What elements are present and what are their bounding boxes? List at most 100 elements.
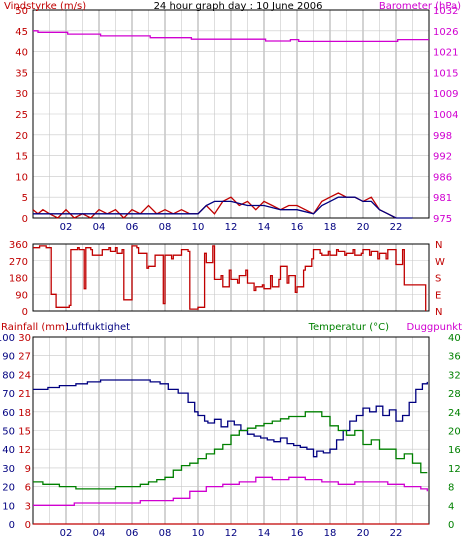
humidity-axis-tick-label: 30 xyxy=(2,464,15,475)
temperature-axis-tick-label: 12 xyxy=(448,464,461,475)
humidity-axis-tick-label: 70 xyxy=(2,389,15,400)
temperature-axis-tick-label: 4 xyxy=(448,501,454,512)
direction-axis-tick-label: 90 xyxy=(15,290,28,301)
direction-axis-tick-label: 270 xyxy=(9,257,28,268)
x-tick-label: 18 xyxy=(324,528,337,539)
x-tick-label: 10 xyxy=(192,528,205,539)
series-wind_direction xyxy=(33,245,427,311)
temperature-axis-tick-label: 16 xyxy=(448,445,461,456)
x-tick-label: 04 xyxy=(93,222,106,233)
direction-axis-tick-label: 360 xyxy=(9,240,28,251)
temperature-axis-tick-label: 36 xyxy=(448,352,461,363)
rain-axis-tick-label: 21 xyxy=(18,389,31,400)
compass-axis-tick-label: N xyxy=(435,307,442,318)
x-tick-label: 20 xyxy=(357,222,370,233)
humidity-axis-tick-label: 90 xyxy=(2,352,15,363)
wind-axis-tick-label: 30 xyxy=(15,89,28,100)
panel-1: Vindstyrke (m/s) 24 hour graph day : 10 J… xyxy=(4,1,461,233)
x-tick-label: 06 xyxy=(126,222,139,233)
wind-axis-tick-label: 0 xyxy=(22,214,28,225)
humidity-axis-tick-label: 40 xyxy=(2,445,15,456)
barometer-axis-tick-label: 1032 xyxy=(433,6,458,17)
rain-axis-tick-label: 6 xyxy=(25,483,31,494)
humidity-axis-tick-label: 60 xyxy=(2,408,15,419)
wind-axis-tick-label: 5 xyxy=(22,193,28,204)
x-tick-label: 08 xyxy=(159,222,172,233)
x-tick-label: 20 xyxy=(357,528,370,539)
series-humidity xyxy=(33,379,428,458)
x-tick-label: 12 xyxy=(225,222,238,233)
barometer-axis-tick-label: 992 xyxy=(433,152,452,163)
rain-axis-tick-label: 12 xyxy=(18,445,31,456)
series-temperature xyxy=(33,411,428,490)
plot-frame xyxy=(32,9,430,219)
rain-axis-tick-label: 27 xyxy=(18,352,31,363)
x-tick-label: 04 xyxy=(93,528,106,539)
humidity-axis-tick-label: 0 xyxy=(9,520,15,531)
wind-axis-tick-label: 10 xyxy=(15,172,28,183)
humidity-axis-tick-label: 20 xyxy=(2,483,15,494)
chart-title: 24 hour graph day : 10 June 2006 xyxy=(154,1,323,12)
wind-axis-tick-label: 50 xyxy=(15,6,28,17)
humidity-axis-tick-label: 10 xyxy=(2,501,15,512)
barometer-axis-tick-label: 1004 xyxy=(433,110,458,121)
compass-axis-tick-label: E xyxy=(435,290,441,301)
rain-axis-tick-label: 3 xyxy=(25,501,31,512)
barometer-axis-tick-label: 1009 xyxy=(433,89,458,100)
humidity-axis-tick-label: 50 xyxy=(2,427,15,438)
x-tick-label: 02 xyxy=(60,528,73,539)
wind-axis-tick-label: 20 xyxy=(15,131,28,142)
humidity-axis-tick-label: 80 xyxy=(2,370,15,381)
barometer-axis-tick-label: 998 xyxy=(433,131,452,142)
left-axis-title: Vindstyrke (m/s) xyxy=(4,1,86,12)
compass-axis-tick-label: W xyxy=(435,257,445,268)
right-axis-title: Barometer (hPa) xyxy=(379,1,461,12)
wind-axis-tick-label: 35 xyxy=(15,68,28,79)
rain-axis-tick-label: 24 xyxy=(18,370,31,381)
wind-axis-tick-label: 15 xyxy=(15,152,28,163)
direction-axis-tick-label: 0 xyxy=(22,307,28,318)
series-wind_gust xyxy=(32,192,397,219)
x-tick-label: 02 xyxy=(60,222,73,233)
humidity-axis-tick-label: 100 xyxy=(0,333,15,344)
barometer-axis-tick-label: 986 xyxy=(433,172,452,183)
rain-axis-tick-label: 0 xyxy=(25,520,31,531)
x-tick-label: 08 xyxy=(159,528,172,539)
series-dewpoint xyxy=(33,476,428,506)
wind-axis-tick-label: 25 xyxy=(15,110,28,121)
temperature-axis-tick-label: 8 xyxy=(448,483,454,494)
x-tick-label: 22 xyxy=(390,528,403,539)
legend-temperature: Temperatur (°C) xyxy=(308,322,389,333)
x-tick-label: 06 xyxy=(126,528,139,539)
rain-axis-tick-label: 30 xyxy=(18,333,31,344)
barometer-axis-tick-label: 1026 xyxy=(433,27,458,38)
x-tick-label: 14 xyxy=(258,222,271,233)
rain-axis-tick-label: 9 xyxy=(25,464,31,475)
x-tick-label: 14 xyxy=(258,528,271,539)
barometer-axis-tick-label: 981 xyxy=(433,193,452,204)
compass-axis-tick-label: N xyxy=(435,240,442,251)
temperature-axis-tick-label: 32 xyxy=(448,370,461,381)
x-tick-label: 12 xyxy=(225,528,238,539)
x-tick-label: 22 xyxy=(390,222,403,233)
x-tick-label: 16 xyxy=(291,222,304,233)
x-tick-label: 16 xyxy=(291,528,304,539)
series-barometer xyxy=(33,30,429,43)
barometer-axis-tick-label: 975 xyxy=(433,214,452,225)
wind-axis-tick-label: 45 xyxy=(15,27,28,38)
x-tick-label: 18 xyxy=(324,222,337,233)
barometer-axis-tick-label: 1021 xyxy=(433,48,458,59)
x-tick-label: 10 xyxy=(192,222,205,233)
direction-axis-tick-label: 180 xyxy=(9,274,28,285)
barometer-axis-tick-label: 1015 xyxy=(433,68,458,79)
rain-axis-tick-label: 18 xyxy=(18,408,31,419)
legend-rainfall: Rainfall (mm) xyxy=(1,322,69,333)
series-wind_average xyxy=(33,196,413,219)
plot-frame xyxy=(32,243,430,312)
panel-3: Rainfall (mm)Luftfuktighet Temperatur (°C… xyxy=(0,322,462,539)
temperature-axis-tick-label: 20 xyxy=(448,427,461,438)
compass-axis-tick-label: S xyxy=(435,274,441,285)
